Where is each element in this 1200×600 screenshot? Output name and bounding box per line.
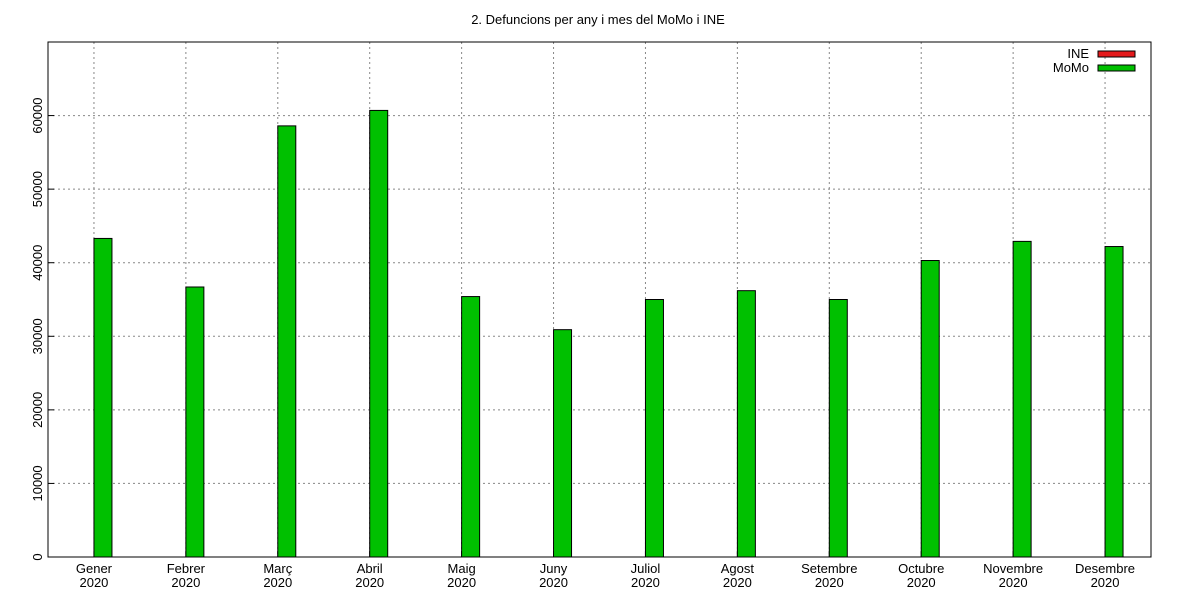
- bar: [736, 290, 756, 558]
- x-tick-label: Agost 2020: [720, 561, 754, 590]
- y-tick-label: 20000: [30, 392, 45, 428]
- x-tick-label: Juliol 2020: [630, 561, 661, 590]
- y-tick-label: 0: [30, 553, 45, 560]
- y-tick-label: 60000: [30, 97, 45, 133]
- x-tick-label: Juny 2020: [539, 561, 568, 590]
- x-tick-label: Març 2020: [263, 561, 293, 590]
- x-tick-label: Desembre 2020: [1075, 561, 1136, 590]
- bar: [93, 237, 113, 558]
- bar: [277, 125, 297, 558]
- legend-label: MoMo: [1053, 60, 1089, 75]
- x-tick-label: Abril 2020: [355, 561, 385, 590]
- x-tick-label: Febrer 2020: [166, 561, 206, 590]
- x-tick-label: Setembre 2020: [801, 561, 858, 590]
- chart-title: 2. Defuncions per any i mes del MoMo i I…: [471, 12, 725, 27]
- bar: [461, 296, 481, 558]
- legend-label: INE: [1067, 46, 1089, 61]
- bar: [1012, 240, 1032, 558]
- y-tick-label: 50000: [30, 171, 45, 207]
- plot-frame: [47, 41, 1152, 558]
- bar: [920, 260, 940, 558]
- y-tick-label: 40000: [30, 245, 45, 281]
- bar: [828, 299, 848, 558]
- bar: [369, 109, 389, 558]
- bar: [644, 299, 664, 558]
- y-tick-label: 10000: [30, 465, 45, 501]
- x-tick-label: Maig 2020: [447, 561, 477, 590]
- legend-swatch: [1097, 64, 1136, 72]
- y-tick-label: 30000: [30, 318, 45, 354]
- x-tick-label: Octubre 2020: [898, 561, 945, 590]
- bar: [553, 329, 573, 558]
- bar: [185, 286, 205, 558]
- legend-swatch: [1097, 50, 1136, 58]
- x-tick-label: Gener 2020: [75, 561, 113, 590]
- x-tick-label: Novembre 2020: [983, 561, 1044, 590]
- bar: [1104, 246, 1124, 558]
